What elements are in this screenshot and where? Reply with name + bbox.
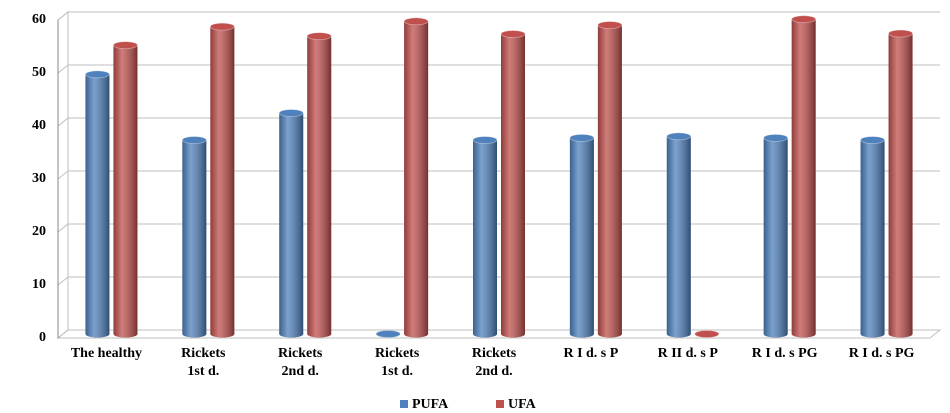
bar-top bbox=[306, 32, 332, 41]
bar bbox=[888, 29, 913, 338]
bar bbox=[860, 136, 885, 338]
bar bbox=[85, 70, 110, 338]
bar bbox=[209, 22, 235, 338]
bar-bottom-shade bbox=[182, 330, 207, 338]
bar-bottom-shade bbox=[210, 330, 235, 338]
bar bbox=[597, 21, 623, 338]
bar-shade bbox=[597, 25, 622, 334]
bar-shade bbox=[791, 19, 816, 335]
y-tick-label: 40 bbox=[32, 118, 46, 133]
bar-top bbox=[860, 136, 885, 144]
grid-line bbox=[57, 117, 69, 127]
y-tick-label: 50 bbox=[32, 65, 46, 80]
x-tick-label: Rickets 1st d. bbox=[375, 346, 420, 379]
y-tick-label: 0 bbox=[39, 330, 46, 345]
bar-top bbox=[278, 109, 304, 117]
legend-swatch bbox=[400, 400, 408, 408]
bar-bottom-shade bbox=[860, 330, 885, 338]
bar-bottom-shade bbox=[791, 330, 816, 338]
y-tick-label: 20 bbox=[32, 224, 46, 239]
bar bbox=[791, 15, 817, 338]
bar-top bbox=[694, 330, 720, 338]
bar-shade bbox=[888, 33, 913, 335]
bar bbox=[763, 133, 789, 338]
bar-top bbox=[472, 136, 498, 144]
x-tick-label: Rickets 1st d. bbox=[181, 346, 226, 379]
bar-shade bbox=[182, 140, 207, 334]
bar-top bbox=[181, 136, 207, 144]
grid-line bbox=[57, 329, 69, 339]
bar-shade bbox=[307, 36, 332, 334]
bar-top bbox=[763, 133, 789, 142]
bar-shade bbox=[501, 34, 525, 335]
bar-shade bbox=[860, 140, 885, 334]
bar-shade bbox=[666, 136, 691, 334]
bar-top bbox=[791, 15, 817, 24]
bar-shade bbox=[763, 137, 788, 334]
bar-bottom-shade bbox=[763, 330, 788, 338]
bar bbox=[113, 41, 138, 338]
bar-bottom-shade bbox=[404, 330, 429, 338]
grid-line bbox=[57, 276, 69, 286]
bar bbox=[666, 132, 692, 338]
bar-top bbox=[375, 330, 401, 338]
bar-shade bbox=[404, 21, 429, 335]
bar-top bbox=[888, 29, 913, 38]
bar-bottom-shade bbox=[279, 330, 304, 338]
bar-shade bbox=[85, 74, 110, 335]
bar bbox=[403, 17, 429, 338]
bar bbox=[472, 136, 498, 338]
y-tick-label: 30 bbox=[32, 171, 46, 186]
bar-top bbox=[666, 132, 692, 141]
grid-line bbox=[57, 11, 69, 21]
grid-line bbox=[57, 223, 69, 233]
bar-shade bbox=[210, 26, 235, 334]
bar bbox=[181, 136, 207, 338]
bar-bottom-shade bbox=[85, 330, 110, 338]
bar-top bbox=[113, 41, 138, 50]
x-tick-label: R II d. s P bbox=[658, 346, 719, 361]
bar bbox=[375, 330, 401, 338]
bar-bottom-shade bbox=[307, 330, 332, 338]
bar-top bbox=[500, 30, 526, 38]
bar bbox=[306, 32, 332, 338]
x-tick-label: R I d. s PG bbox=[849, 346, 915, 361]
grid-line bbox=[57, 64, 69, 74]
grid-line bbox=[57, 170, 69, 180]
bar bbox=[500, 30, 526, 338]
bar-bottom-shade bbox=[569, 330, 594, 338]
x-tick-label: The healthy bbox=[71, 346, 142, 361]
bar-shade bbox=[569, 137, 594, 334]
bar-bottom-shade bbox=[597, 330, 622, 338]
bar-top bbox=[597, 21, 623, 29]
y-tick-label: 10 bbox=[32, 277, 46, 292]
legend-swatch bbox=[496, 400, 504, 408]
bar-top bbox=[569, 133, 595, 142]
legend-label: PUFA bbox=[412, 397, 449, 412]
bar-top bbox=[403, 17, 429, 26]
bar-bottom-shade bbox=[501, 330, 525, 338]
x-tick-label: R I d. s PG bbox=[752, 346, 818, 361]
x-tick-label: Rickets 2nd d. bbox=[278, 346, 323, 379]
bar-shade bbox=[473, 140, 497, 334]
bar-top bbox=[85, 70, 110, 79]
bar bbox=[569, 133, 595, 338]
bar-bottom-shade bbox=[473, 330, 497, 338]
legend-label: UFA bbox=[508, 397, 537, 412]
y-tick-label: 60 bbox=[32, 12, 46, 27]
bar-shade bbox=[279, 112, 304, 335]
bar-bottom-shade bbox=[666, 330, 691, 338]
bar bbox=[694, 330, 720, 338]
bar-bottom-shade bbox=[113, 330, 138, 338]
bar-top bbox=[209, 22, 235, 31]
bar-bottom-shade bbox=[888, 330, 913, 338]
x-tick-label: R I d. s P bbox=[563, 346, 618, 361]
bar bbox=[278, 109, 304, 338]
bar-shade bbox=[113, 45, 138, 335]
x-tick-label: Rickets 2nd d. bbox=[472, 346, 517, 379]
